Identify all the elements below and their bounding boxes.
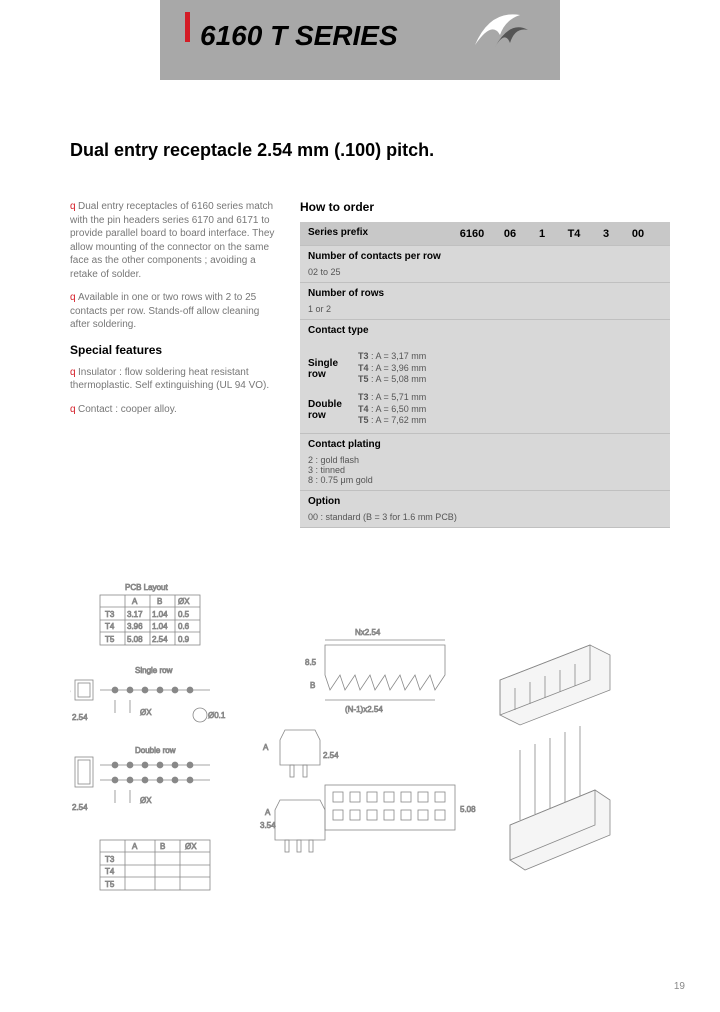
svg-text:5.08: 5.08 [460, 805, 476, 814]
svg-text:A: A [132, 842, 138, 851]
svg-text:ØX: ØX [140, 796, 152, 805]
desc-para-1: qDual entry receptacles of 6160 series m… [70, 200, 280, 281]
code-type: T4 [558, 228, 590, 240]
order-option-row: Option 00 : standard (B = 3 for 1.6 mm P… [300, 491, 670, 528]
svg-text:2.54: 2.54 [323, 751, 339, 760]
svg-text:2.54: 2.54 [152, 635, 168, 644]
svg-text:0.6: 0.6 [178, 622, 190, 631]
header-band: 6160 T SERIES [160, 0, 560, 80]
page-number: 19 [674, 981, 685, 992]
technical-drawings: PCB Layout A B ØX T3 3.17 1.04 0.5 T4 3.96 1.04… [70, 580, 670, 960]
how-to-order-section: How to order Series prefix 6160 06 1 T4 … [300, 200, 670, 528]
svg-text:ØX: ØX [140, 708, 152, 717]
svg-text:T5: T5 [105, 635, 115, 644]
svg-text:3.96: 3.96 [127, 622, 143, 631]
svg-text:T4: T4 [105, 867, 115, 876]
prefix-label: Series prefix [300, 222, 450, 245]
svg-text:1.04: 1.04 [152, 610, 168, 619]
red-accent-bar [185, 12, 190, 42]
svg-text:B: B [157, 597, 162, 606]
svg-text:8.5: 8.5 [305, 658, 317, 667]
order-rows-row: Number of rows 1 or 2 [300, 283, 670, 320]
svg-text:ØX: ØX [178, 597, 190, 606]
code-plating: 3 [590, 228, 622, 240]
description-column: qDual entry receptacles of 6160 series m… [70, 200, 280, 426]
code-contacts: 06 [494, 228, 526, 240]
code-rows: 1 [526, 228, 558, 240]
series-title: 6160 T SERIES [200, 20, 398, 52]
order-heading: How to order [300, 200, 670, 214]
code-option: 00 [622, 228, 654, 240]
svg-text:0.5: 0.5 [178, 610, 190, 619]
svg-text:1.04: 1.04 [152, 622, 168, 631]
svg-text:A: A [263, 743, 269, 752]
svg-text:T5: T5 [105, 880, 115, 889]
svg-text:Single row: Single row [135, 666, 173, 675]
svg-text:T4: T4 [105, 622, 115, 631]
svg-text:A: A [265, 808, 271, 817]
svg-text:B: B [160, 842, 165, 851]
svg-text:3.54: 3.54 [260, 821, 276, 830]
logo-swoosh-icon [470, 5, 530, 55]
svg-text:0.9: 0.9 [178, 635, 190, 644]
order-prefix-row: Series prefix 6160 06 1 T4 3 00 [300, 222, 670, 246]
main-title: Dual entry receptacle 2.54 mm (.100) pit… [70, 140, 434, 161]
pcb-layout-label: PCB Layout [125, 583, 168, 592]
svg-text:Nx2.54: Nx2.54 [355, 628, 381, 637]
svg-text:Double row: Double row [135, 746, 176, 755]
svg-text:2.54: 2.54 [72, 713, 88, 722]
feature-2: qContact : cooper alloy. [70, 403, 280, 417]
svg-text:5.08: 5.08 [127, 635, 143, 644]
code-series: 6160 [450, 228, 494, 240]
svg-text:B: B [310, 681, 315, 690]
svg-text:ØX: ØX [185, 842, 197, 851]
order-contact-type-row: Contact type Single row T3T3 : A = 3,17 … [300, 320, 670, 434]
order-contacts-row: Number of contacts per row 02 to 25 [300, 246, 670, 283]
desc-para-2: qAvailable in one or two rows with 2 to … [70, 291, 280, 332]
svg-text:Ø0.1: Ø0.1 [208, 711, 226, 720]
svg-text:2.54: 2.54 [72, 803, 88, 812]
order-plating-row: Contact plating 2 : gold flash 3 : tinne… [300, 434, 670, 491]
svg-text:3.17: 3.17 [127, 610, 143, 619]
svg-text:T3: T3 [105, 855, 115, 864]
special-features-heading: Special features [70, 342, 280, 358]
svg-text:(N-1)x2.54: (N-1)x2.54 [345, 705, 383, 714]
svg-text:A: A [132, 597, 138, 606]
svg-text:T3: T3 [105, 610, 115, 619]
feature-1: qInsulator : flow soldering heat resista… [70, 366, 280, 393]
